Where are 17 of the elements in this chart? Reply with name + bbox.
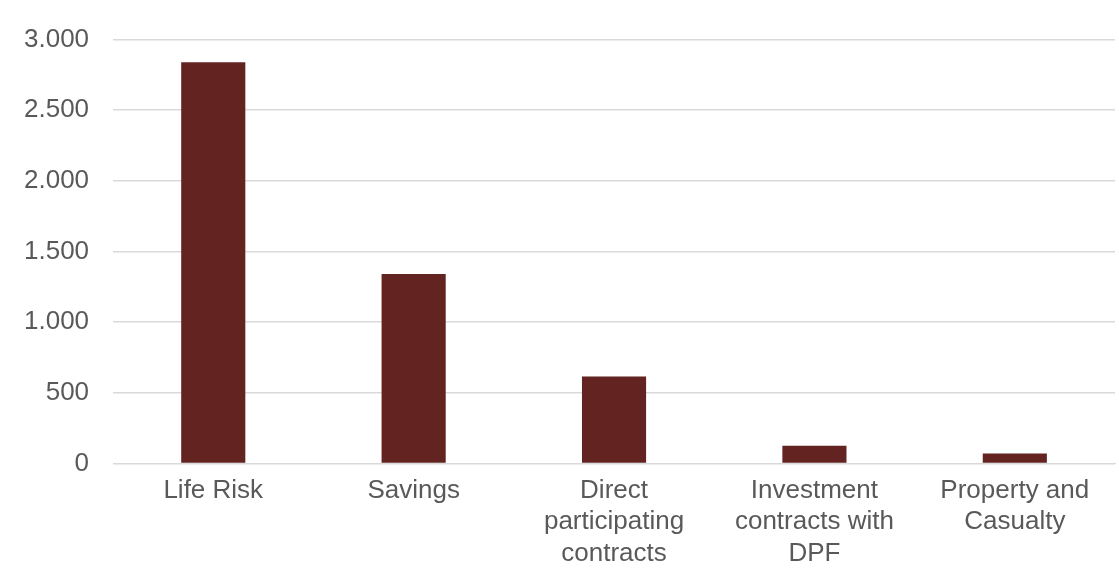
x-tick-label: Life Risk: [163, 474, 265, 505]
y-tick-label: 2.000: [23, 164, 90, 195]
y-tick-label: 2.500: [23, 93, 90, 124]
x-tick-label: Savings: [367, 474, 460, 505]
y-tick-label: 1.000: [23, 305, 90, 336]
x-tick-label: Property and Casualty: [940, 474, 1090, 536]
y-tick-label: 0: [74, 446, 90, 477]
y-tick-label: 1.500: [23, 234, 90, 265]
y-tick-label: 3.000: [23, 22, 90, 53]
bar: [782, 445, 847, 463]
x-tick-label: Direct participating contracts: [543, 474, 685, 567]
bar: [982, 453, 1047, 463]
bar: [581, 376, 647, 463]
bar: [181, 62, 246, 463]
bar: [381, 274, 446, 463]
x-tick-label: Investment contracts with DPF: [734, 474, 894, 567]
y-tick-label: 500: [45, 375, 90, 406]
